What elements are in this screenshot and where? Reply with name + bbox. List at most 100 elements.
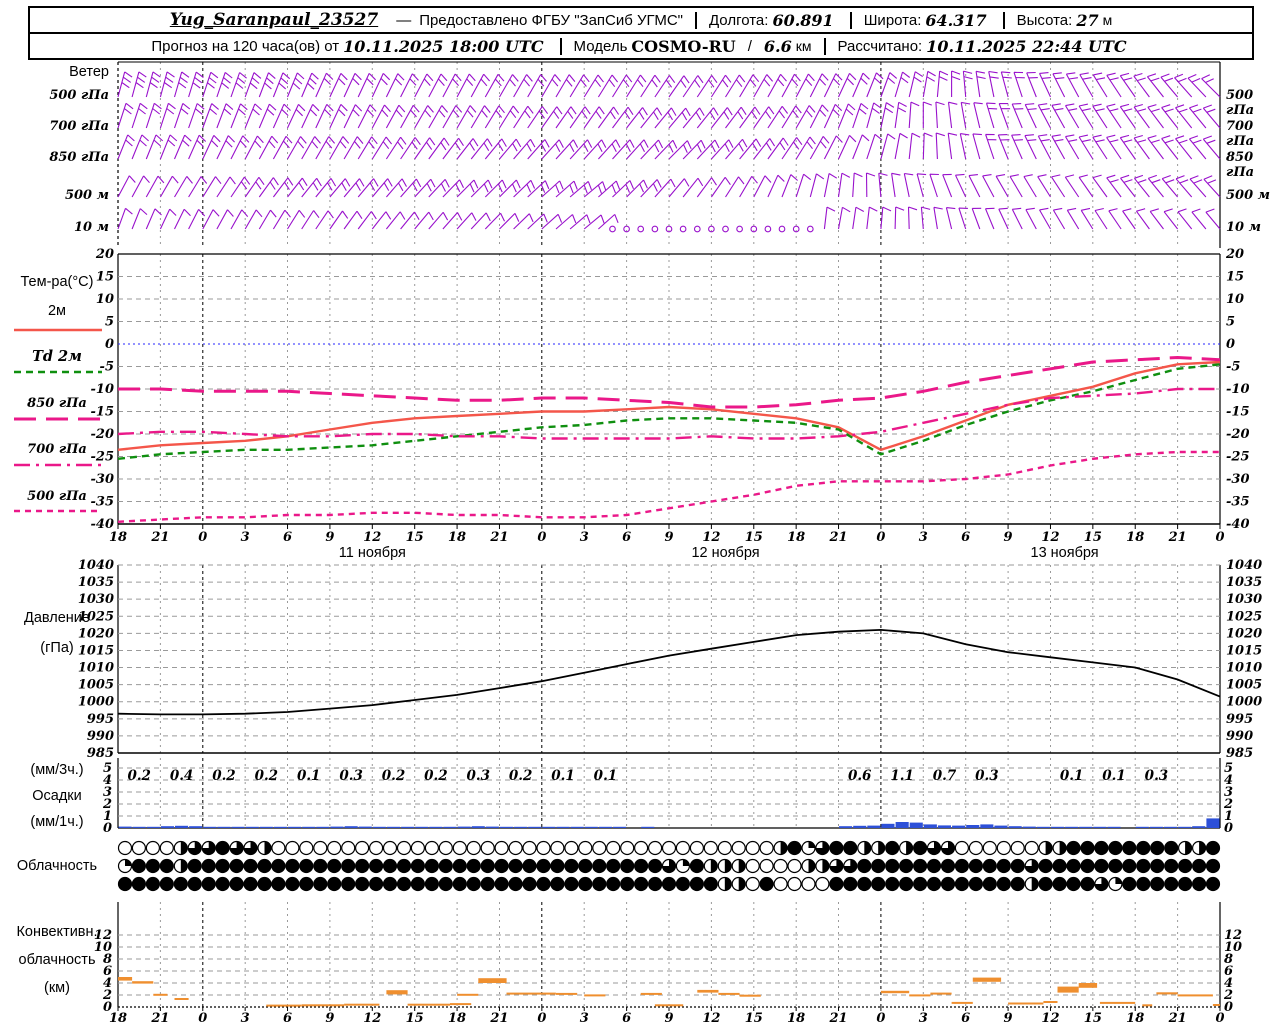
- header-line1: Yug_Saranpaul_23527 — Предоставлено ФГБУ…: [30, 8, 1252, 34]
- svg-text:0.3: 0.3: [467, 768, 491, 784]
- wind-level-500hpa-left: 500 гПа: [49, 88, 109, 103]
- svg-text:21: 21: [150, 1011, 169, 1024]
- svg-text:0: 0: [1215, 1011, 1224, 1024]
- svg-text:-20: -20: [91, 427, 115, 442]
- svg-text:12: 12: [1224, 928, 1242, 943]
- svg-text:-35: -35: [91, 495, 115, 510]
- svg-text:1035: 1035: [78, 575, 114, 590]
- svg-text:1025: 1025: [78, 609, 114, 624]
- svg-text:-25: -25: [91, 450, 115, 465]
- svg-text:21: 21: [828, 530, 847, 545]
- svg-text:5: 5: [105, 315, 114, 330]
- svg-text:0: 0: [1215, 530, 1224, 545]
- svg-text:18: 18: [787, 1011, 805, 1024]
- legend-label-t2m: 2м: [47, 303, 67, 319]
- svg-text:2: 2: [102, 988, 112, 1003]
- svg-text:15: 15: [406, 1011, 424, 1024]
- svg-text:18: 18: [1126, 530, 1144, 545]
- svg-text:10: 10: [1224, 940, 1242, 955]
- svg-text:0.1: 0.1: [1102, 768, 1126, 784]
- svg-text:1: 1: [1224, 809, 1233, 824]
- wind-level-700hpa-left: 700 гПа: [49, 119, 109, 134]
- svg-text:6: 6: [283, 530, 292, 545]
- latitude-label: Широта:: [863, 11, 922, 29]
- svg-text:0.3: 0.3: [975, 768, 999, 784]
- svg-text:3: 3: [580, 530, 589, 545]
- conv-panel-title-3: (км): [44, 980, 70, 996]
- svg-text:6: 6: [103, 964, 112, 979]
- svg-text:1030: 1030: [1226, 592, 1262, 607]
- svg-text:1015: 1015: [1226, 643, 1262, 658]
- svg-text:1005: 1005: [1226, 678, 1262, 693]
- svg-text:1010: 1010: [1226, 661, 1262, 676]
- svg-text:6: 6: [961, 1011, 970, 1024]
- svg-text:1040: 1040: [78, 558, 114, 573]
- svg-text:0.1: 0.1: [594, 768, 618, 784]
- wind-level-10m-left: 10 м: [74, 220, 109, 235]
- svg-text:0.1: 0.1: [551, 768, 575, 784]
- svg-text:1020: 1020: [1226, 626, 1262, 641]
- svg-text:1035: 1035: [1226, 575, 1262, 590]
- svg-text:5: 5: [1224, 761, 1233, 776]
- pressure-panel-unit: (гПа): [40, 640, 74, 656]
- svg-text:995: 995: [87, 712, 114, 727]
- wind-level-700hpa-right: 700 гПа: [1226, 119, 1255, 149]
- header-line2: Прогноз на 120 часа(ов) от 10.11.2025 18…: [30, 34, 1252, 58]
- wind-level-850hpa-right: 850 гПа: [1226, 150, 1255, 180]
- legend-label-850hpa: 850 гПа: [27, 396, 87, 411]
- svg-text:21: 21: [150, 530, 169, 545]
- model-resolution: 6.6: [763, 36, 792, 56]
- svg-text:0.3: 0.3: [1145, 768, 1169, 784]
- svg-text:3: 3: [241, 1011, 250, 1024]
- svg-text:6: 6: [1224, 964, 1233, 979]
- svg-text:-5: -5: [1226, 360, 1240, 375]
- svg-text:4: 4: [103, 976, 112, 991]
- legend-label-500hpa: 500 гПа: [27, 489, 87, 504]
- svg-text:21: 21: [1168, 530, 1187, 545]
- svg-text:12: 12: [94, 928, 112, 943]
- svg-text:0.6: 0.6: [848, 768, 872, 784]
- svg-text:0: 0: [876, 530, 885, 545]
- model-res-slash: /: [747, 37, 752, 55]
- svg-text:12: 12: [702, 1011, 720, 1024]
- svg-text:20: 20: [95, 247, 114, 262]
- svg-text:4: 4: [1224, 773, 1233, 788]
- svg-text:9: 9: [325, 1011, 334, 1024]
- svg-text:12: 12: [1041, 530, 1059, 545]
- svg-text:20: 20: [1225, 247, 1244, 262]
- svg-text:0: 0: [537, 530, 546, 545]
- svg-text:-15: -15: [1226, 405, 1250, 420]
- svg-text:4: 4: [103, 773, 112, 788]
- wind-panel-title: Ветер: [69, 64, 109, 80]
- svg-text:1030: 1030: [78, 592, 114, 607]
- svg-text:-30: -30: [1226, 472, 1250, 487]
- svg-text:12: 12: [1041, 1011, 1059, 1024]
- svg-text:8: 8: [1224, 952, 1233, 967]
- svg-text:6: 6: [622, 530, 631, 545]
- svg-text:3: 3: [1224, 785, 1233, 800]
- svg-text:3: 3: [919, 1011, 928, 1024]
- svg-text:0.1: 0.1: [1060, 768, 1084, 784]
- svg-text:9: 9: [664, 1011, 673, 1024]
- divider: [559, 37, 562, 55]
- svg-text:3: 3: [241, 530, 250, 545]
- svg-text:13 ноября: 13 ноября: [1031, 545, 1099, 561]
- longitude-label: Долгота:: [708, 11, 769, 29]
- svg-text:15: 15: [1084, 530, 1102, 545]
- svg-text:15: 15: [1084, 1011, 1102, 1024]
- station-title: Yug_Saranpaul_23527: [169, 10, 379, 30]
- svg-text:10: 10: [1226, 292, 1244, 307]
- svg-text:0.1: 0.1: [297, 768, 321, 784]
- svg-text:15: 15: [745, 1011, 763, 1024]
- svg-text:1020: 1020: [78, 626, 114, 641]
- legend-label-td2m: Td 2м: [32, 348, 82, 365]
- run-time: 10.11.2025 18:00 UTC: [343, 36, 544, 56]
- svg-text:990: 990: [1226, 729, 1253, 744]
- svg-text:6: 6: [622, 1011, 631, 1024]
- svg-text:0.2: 0.2: [127, 768, 151, 784]
- svg-text:21: 21: [1168, 1011, 1187, 1024]
- svg-text:0.7: 0.7: [933, 768, 957, 784]
- svg-text:1.1: 1.1: [890, 768, 914, 784]
- svg-text:1000: 1000: [78, 695, 114, 710]
- svg-text:1010: 1010: [78, 661, 114, 676]
